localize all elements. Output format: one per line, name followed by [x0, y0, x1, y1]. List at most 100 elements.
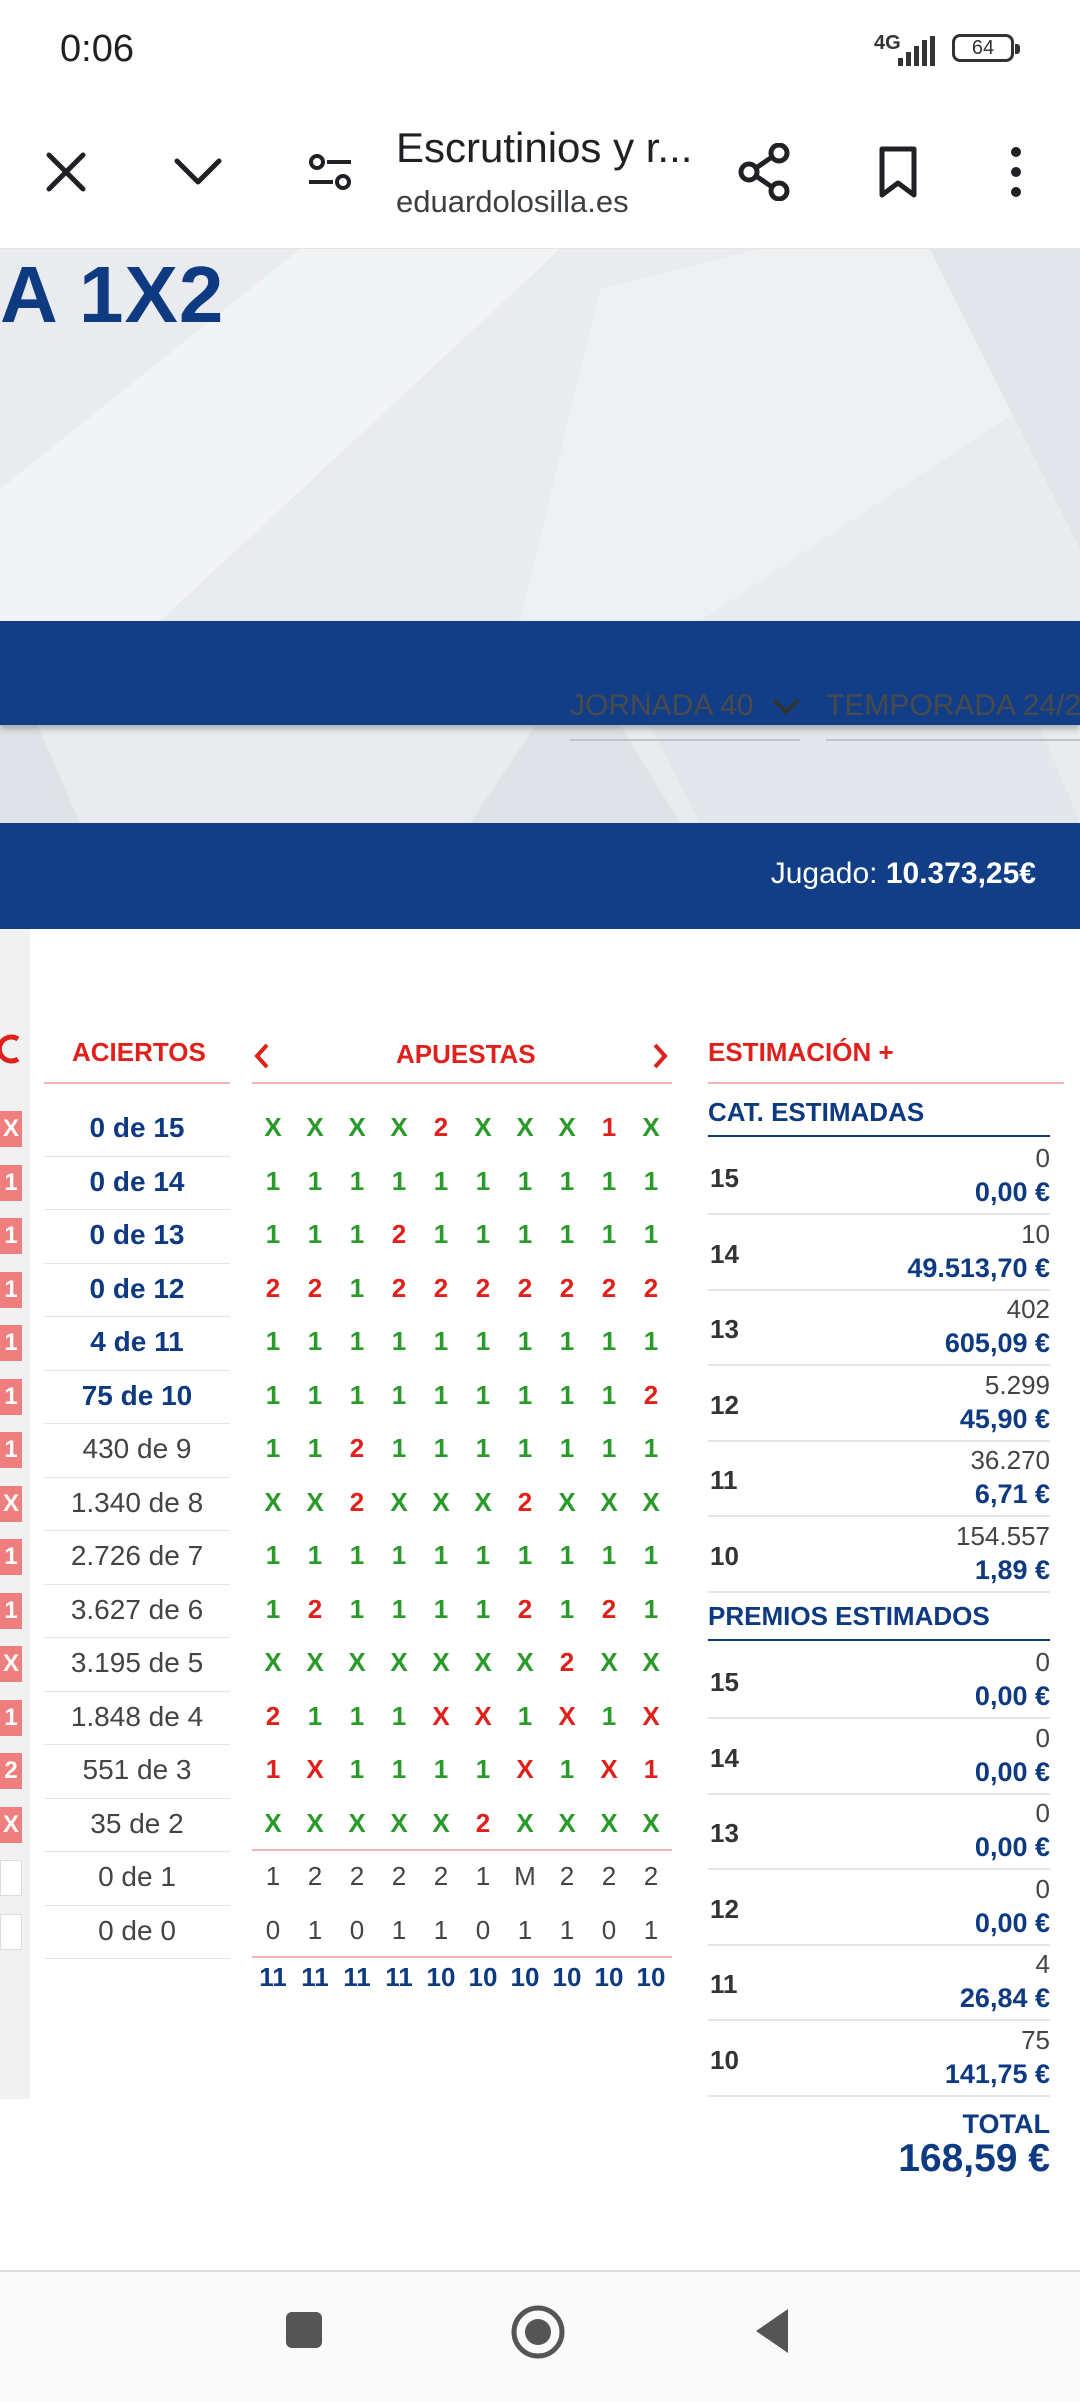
apuesta-cell: 2: [517, 1272, 533, 1303]
chevron-down-icon[interactable]: [166, 140, 230, 204]
apuesta-cell: 1: [643, 1593, 659, 1624]
row-separator: [44, 1690, 230, 1692]
apuesta-cell: 1: [349, 1326, 365, 1356]
estimacion-row: 12 0 0,00 €: [708, 1870, 1050, 1946]
apuesta-cell: X: [600, 1807, 618, 1838]
apuesta-cell: 1: [601, 1433, 617, 1463]
apuesta-cell: X: [474, 1486, 492, 1517]
acierto-row: 0 de 13: [89, 1219, 185, 1250]
prev-arrow-icon[interactable]: [252, 1041, 272, 1071]
apuesta-cell: 1: [307, 1540, 323, 1570]
nav-band: [0, 621, 1080, 725]
estimacion-row: 14 0 0,00 €: [708, 1719, 1050, 1795]
bookmark-icon[interactable]: [866, 140, 930, 204]
apuesta-cell: 1: [307, 1700, 323, 1731]
apuesta-cell: 1: [475, 1379, 491, 1410]
apuesta-cell: X: [432, 1700, 450, 1731]
apuesta-cell: 1: [601, 1379, 617, 1410]
apuesta-cell: X: [600, 1754, 618, 1784]
estimacion-row: 14 10 49.513,70 €: [708, 1215, 1050, 1291]
apuesta-cell: 1: [601, 1540, 617, 1570]
row-separator: [44, 1476, 230, 1478]
temporada-select[interactable]: TEMPORADA 24/2: [826, 689, 1080, 741]
apuesta-cell: X: [264, 1647, 282, 1677]
apuesta-cell: 1: [265, 1754, 281, 1784]
total-value: 168,59 €: [898, 2137, 1050, 2180]
close-icon[interactable]: [34, 140, 98, 204]
estimacion-header-line: [708, 1082, 1064, 1084]
apuesta-cell: 1: [265, 1219, 281, 1249]
category: 11: [710, 1969, 738, 1999]
apuesta-cell: 1: [391, 1326, 407, 1356]
apuesta-extra-cell: 0: [475, 1914, 491, 1945]
row-separator: [44, 1423, 230, 1424]
apuesta-cell: 1: [517, 1165, 533, 1196]
apuesta-cell: X: [348, 1112, 366, 1142]
apuesta-cell: 1: [433, 1754, 449, 1784]
apuesta-extra-cell: 1: [265, 1861, 281, 1891]
apuesta-cell: 1: [601, 1165, 617, 1196]
apuesta-cell: X: [306, 1112, 324, 1142]
amount: 49.513,70 €: [907, 1252, 1050, 1283]
apuesta-cell: 1: [559, 1433, 575, 1463]
page-url[interactable]: eduardolosilla.es: [396, 184, 629, 219]
system-nav-bar: [0, 2270, 1080, 2402]
apuesta-cell: 2: [559, 1647, 575, 1677]
game-title: A 1X2: [0, 250, 225, 339]
apuesta-cell: 1: [601, 1112, 617, 1142]
apuesta-extra-cell: 1: [559, 1914, 575, 1945]
category: 13: [710, 1818, 739, 1848]
apuesta-cell: 2: [643, 1272, 659, 1303]
back-icon[interactable]: [752, 2306, 792, 2356]
apuesta-cell: 1: [559, 1593, 575, 1624]
page-title[interactable]: Escrutinios y r...: [396, 124, 693, 171]
estimacion-header[interactable]: ESTIMACIÓN +: [708, 1037, 894, 1067]
share-icon[interactable]: [732, 140, 796, 204]
acierto-row: 2.726 de 7: [70, 1540, 204, 1571]
apuesta-cell: 2: [391, 1272, 407, 1303]
more-vert-icon[interactable]: [984, 140, 1048, 204]
recents-icon[interactable]: [284, 2310, 324, 2350]
clock: 0:06: [60, 28, 134, 70]
next-arrow-icon[interactable]: [650, 1041, 670, 1071]
apuesta-cell: X: [432, 1807, 450, 1838]
acierto-row: 430 de 9: [82, 1433, 192, 1464]
row-separator: [44, 1744, 230, 1745]
apuesta-cell: X: [264, 1486, 282, 1517]
apuesta-cell: 1: [265, 1326, 281, 1356]
row-separator: [44, 1209, 230, 1210]
apuestas-separator: [252, 1956, 672, 1958]
home-icon[interactable]: [510, 2304, 566, 2360]
refresh-icon[interactable]: [0, 1029, 20, 1069]
jornada-select[interactable]: JORNADA 40: [570, 689, 800, 741]
apuesta-cell: X: [390, 1647, 408, 1677]
count: 5.299: [984, 1369, 1050, 1400]
apuesta-total: 10: [426, 1962, 456, 1992]
apuesta-cell: 1: [475, 1326, 491, 1356]
apuesta-cell: X: [516, 1807, 534, 1838]
apuesta-cell: X: [558, 1807, 576, 1838]
apuesta-cell: 1: [433, 1165, 449, 1196]
apuesta-cell: 2: [559, 1272, 575, 1303]
aciertos-header-line: [44, 1082, 230, 1084]
amount: 0,00 €: [974, 1177, 1050, 1207]
apuesta-cell: 1: [517, 1700, 533, 1731]
apuesta-cell: X: [642, 1807, 660, 1838]
apuesta-cell: X: [474, 1647, 492, 1677]
jornada-label: JORNADA 40: [570, 689, 754, 722]
apuesta-cell: 1: [349, 1219, 365, 1249]
amount: 0,00 €: [974, 1907, 1050, 1938]
apuesta-total: 11: [259, 1962, 287, 1992]
category: 15: [710, 1667, 739, 1697]
count: 36.270: [970, 1445, 1050, 1475]
apuesta-cell: 1: [265, 1433, 281, 1463]
apuesta-extra-cell: 1: [433, 1914, 449, 1945]
apuesta-extra-cell: 0: [265, 1914, 281, 1945]
estimacion-row: 11 36.270 6,71 €: [708, 1441, 1050, 1517]
apuesta-cell: 1: [475, 1165, 491, 1196]
total-label: TOTAL: [962, 2109, 1051, 2139]
site-settings-icon[interactable]: [298, 140, 362, 204]
